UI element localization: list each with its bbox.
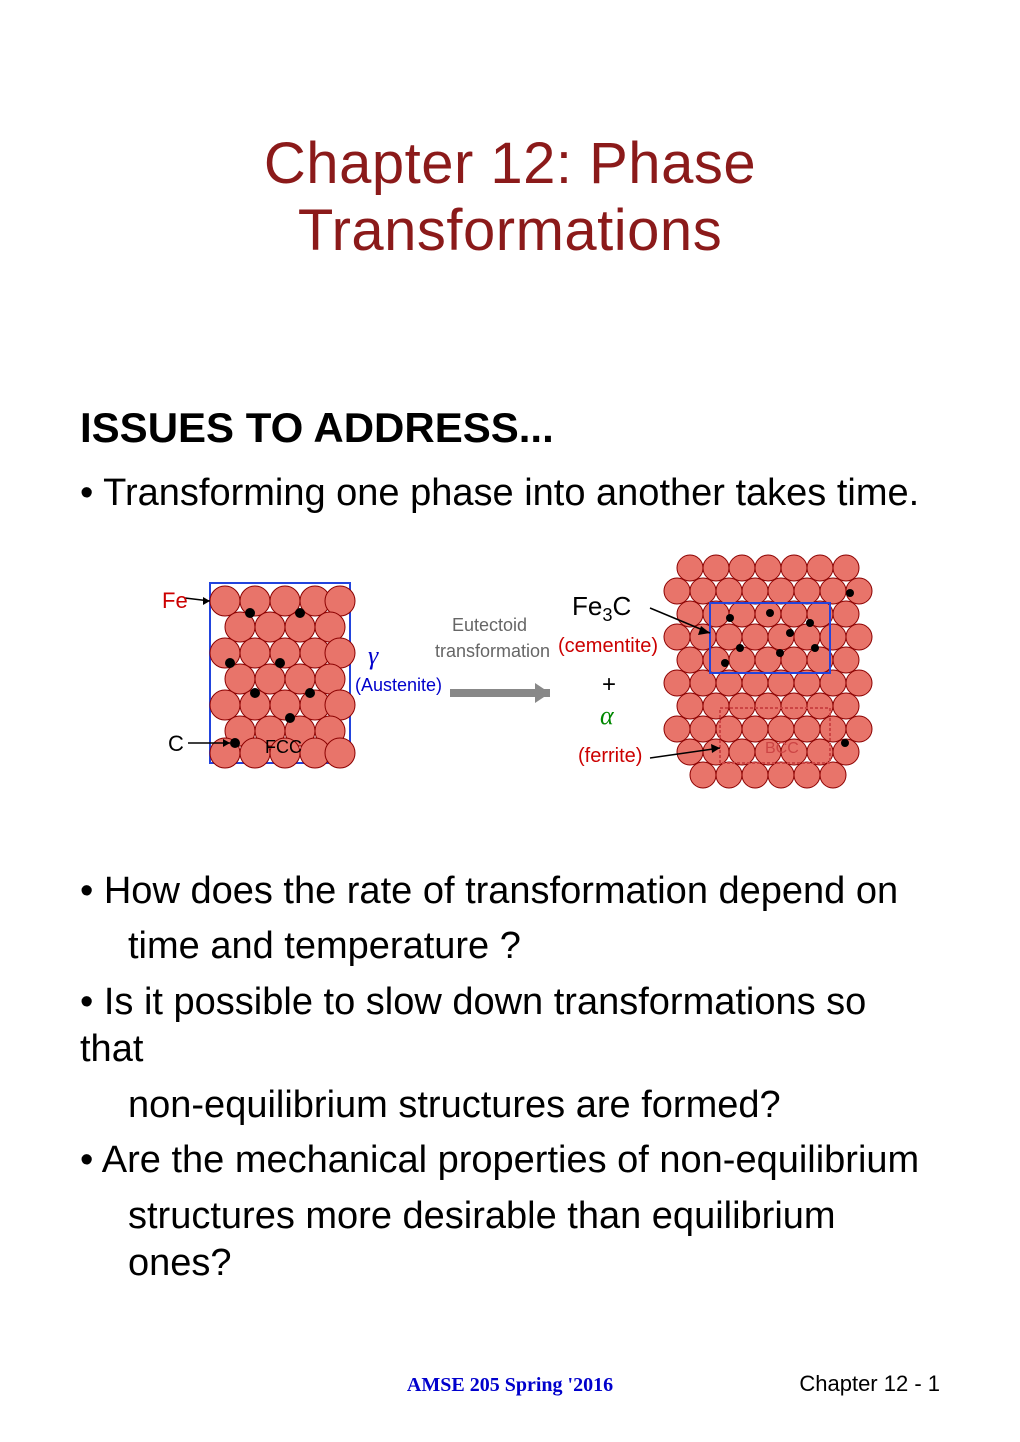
bullet-1: • Transforming one phase into another ta… (80, 470, 940, 518)
ferrite-label: (ferrite) (578, 745, 642, 768)
plus-label: + (602, 671, 616, 699)
product-structure: BCC (650, 555, 872, 788)
footer-course: AMSE 205 Spring '2016 (407, 1374, 613, 1396)
gamma-label: γ (368, 641, 378, 671)
section-header: ISSUES TO ADDRESS... (80, 404, 940, 452)
eutectoid-label-1: Eutectoid (452, 615, 527, 636)
bullet-4a: • Are the mechanical properties of non-e… (80, 1137, 940, 1185)
slide: Chapter 12: Phase Transformations ISSUES… (0, 0, 1020, 1442)
eutectoid-arrow (450, 683, 550, 703)
bullet-2a: • How does the rate of transformation de… (80, 868, 940, 916)
fcc-label: FCC (265, 737, 302, 757)
bcc-label: BCC (765, 740, 799, 757)
bullet-3b: non-equilibrium structures are formed? (80, 1082, 940, 1130)
page-number: Chapter 12 - 1 (799, 1371, 940, 1397)
alpha-label: α (600, 701, 614, 731)
austenite-label: (Austenite) (355, 675, 442, 696)
bullet-3a: • Is it possible to slow down transforma… (80, 979, 940, 1074)
fe-label: Fe (162, 588, 188, 614)
bullet-2b: time and temperature ? (80, 923, 940, 971)
fe3c-label: Fe3C (572, 591, 631, 626)
bullet-4b: structures more desirable than equilibri… (80, 1193, 940, 1288)
eutectoid-label-2: transformation (435, 641, 550, 662)
cementite-label: (cementite) (558, 635, 658, 658)
austenite-structure: FCC (185, 583, 355, 768)
diagram-svg: FCC (80, 553, 940, 813)
transformation-diagram: FCC (80, 553, 940, 813)
c-label: C (168, 731, 184, 757)
slide-title: Chapter 12: Phase Transformations (80, 130, 940, 264)
